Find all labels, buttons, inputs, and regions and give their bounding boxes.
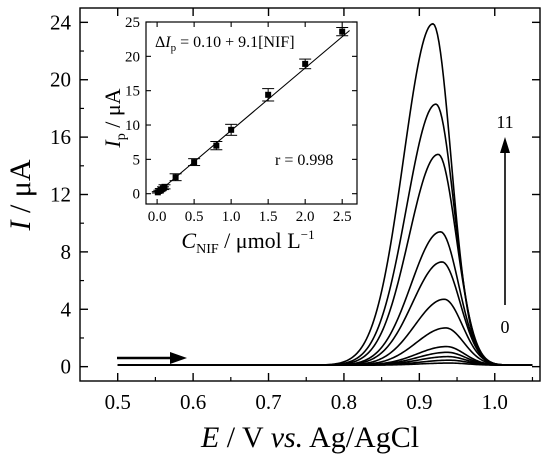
main-x-ticks: 0.5 0.6 0.7 0.8 0.9 1.0 [105,8,534,414]
calibration-point [158,183,171,190]
calibration-point [188,158,201,167]
main-y-tick-label: 8 [61,240,72,264]
main-y-tick-label: 4 [61,297,72,321]
main-x-tick-label: 0.9 [406,390,432,414]
calibration-marker [213,142,220,149]
inset-y-ticks: 0 5 10 15 20 25 [125,15,357,203]
equation-rest: = 0.10 + 9.1[NIF] [176,34,294,51]
inset-y-axis-label: Ip / μA [100,88,129,148]
main-plot: 0.5 0.6 0.7 0.8 0.9 1.0 0 4 8 12 16 20 24 11 0 E / … [4,7,541,454]
main-y-tick-label: 24 [50,10,72,34]
main-x-tick-label: 0.6 [180,390,206,414]
calibration-equation: ΔIp = 0.10 + 9.1[NIF] [155,34,295,54]
equation-sub: p [171,42,177,54]
equation-delta: Δ [155,34,165,51]
main-y-tick-label: 16 [50,125,71,149]
x-label-e: E [200,421,219,454]
calibration-points [151,26,349,196]
inset-x-tick-label: 0.5 [185,209,204,225]
inset-x-label-sup: −1 [301,227,315,242]
inset-y-tick-label: 5 [133,152,141,168]
calibration-marker [302,60,309,67]
calibration-point [210,141,223,151]
main-y-ticks: 0 4 8 12 16 20 24 [50,10,540,379]
main-x-tick-label: 0.5 [105,390,131,414]
x-label-ref: Ag/AgCl [303,421,419,454]
voltammogram-curves [117,22,533,367]
calibration-marker [265,91,272,98]
inset-x-label-sub: NIF [196,242,219,257]
calibration-marker [172,174,179,181]
x-label-vs: vs. [271,421,304,454]
inset-y-tick-label: 0 [133,187,141,203]
correlation-coefficient: r = 0.998 [275,152,333,169]
x-label-unit: / V [219,421,270,454]
inset-y-label-unit: / μA [100,88,125,133]
calibration-point [336,26,349,37]
y-label-unit: / μA [4,159,37,220]
inset-x-axis-label: CNIF / μmol L−1 [181,227,314,257]
scan-direction-arrow [117,352,187,364]
main-y-tick-label: 20 [50,68,71,92]
inset-x-tick-label: 1.0 [222,209,241,225]
inset-x-tick-label: 0.0 [148,209,167,225]
inset-y-tick-label: 10 [125,118,140,134]
annotation-top: 11 [496,112,513,132]
calibration-point [299,58,312,70]
main-x-axis-label: E / V vs. Ag/AgCl [200,421,419,454]
inset-y-label-i: I [100,139,125,149]
calibration-marker [161,183,168,190]
calibration-marker [191,159,198,166]
main-y-tick-label: 0 [61,355,72,379]
inset-y-label-sub: p [114,133,129,140]
inset-x-tick-label: 2.0 [296,209,315,225]
inset-x-tick-label: 1.5 [259,209,278,225]
inset-y-tick-label: 15 [125,84,140,100]
calibration-point [169,173,182,182]
voltammogram-curve [117,230,533,367]
voltammogram-curve [117,22,533,367]
inset-x-label-c: C [181,228,196,253]
inset-y-tick-label: 20 [125,49,140,65]
annotation-bottom: 0 [501,317,510,337]
calibration-point [225,123,238,136]
main-x-tick-label: 1.0 [482,390,508,414]
main-y-tick-label: 12 [50,183,71,207]
concentration-increase-arrow [500,137,510,305]
inset-x-tick-label: 2.5 [333,209,352,225]
inset-x-label-unit: / μmol L [219,228,301,253]
main-y-axis-label: I / μA [4,159,37,231]
calibration-marker [228,126,235,133]
main-x-tick-label: 0.7 [255,390,281,414]
inset-x-ticks: 0.0 0.5 1.0 1.5 2.0 2.5 [148,22,352,225]
calibration-point [262,88,275,102]
y-label-i: I [4,219,37,232]
equation-i: I [164,34,171,51]
main-x-tick-label: 0.8 [331,390,357,414]
calibration-marker [339,28,346,35]
inset-y-tick-label: 25 [125,15,140,31]
